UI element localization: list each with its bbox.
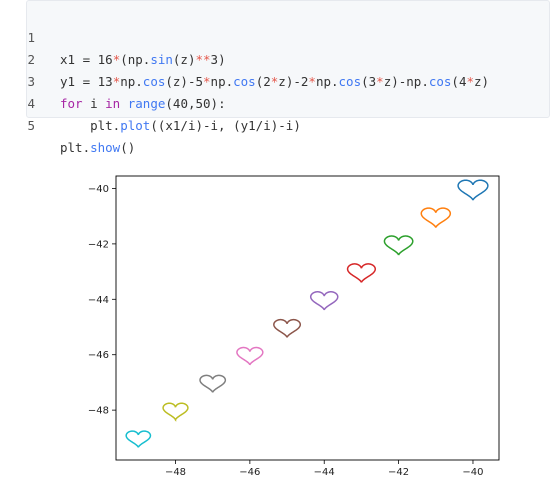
code-line: 4 plt.plot((x1/i)-i, (y1/i)-i): [27, 71, 549, 133]
line-number: 5: [27, 118, 35, 133]
code-line: 1 x1 = 16*(np.sin(z)**3): [27, 5, 549, 67]
code-block: 1 x1 = 16*(np.sin(z)**3) 2 y1 = 13*np.co…: [26, 0, 550, 155]
x-tick-label: −46: [239, 467, 260, 478]
heart-series-44: [309, 291, 339, 311]
line-number: 4: [27, 96, 35, 111]
y-tick-label: −42: [88, 239, 109, 250]
code-text: plt.show(): [60, 140, 136, 155]
x-tick-label: −40: [462, 467, 483, 478]
code-text: x1 = 16*(np.sin(z)**3): [60, 52, 226, 67]
y-tick-label: −44: [88, 295, 109, 306]
heart-series-43: [346, 263, 377, 283]
code-text: for i in range(40,50):: [60, 96, 226, 111]
heart-series-46: [236, 346, 264, 366]
line-number: 1: [27, 30, 35, 45]
heart-series-41: [420, 207, 452, 228]
code-text: plt.plot((x1/i)-i, (y1/i)-i): [60, 118, 301, 133]
code-text: y1 = 13*np.cos(z)-5*np.cos(2*z)-2*np.cos…: [60, 74, 490, 89]
heart-series-47: [199, 374, 227, 393]
line-number: 2: [27, 52, 35, 67]
y-tick-label: −48: [88, 406, 109, 417]
line-number: 3: [27, 74, 35, 89]
y-tick-label: −40: [88, 184, 109, 195]
heart-series-40: [457, 179, 489, 201]
x-tick-label: −48: [165, 467, 186, 478]
code-line: 3 for i in range(40,50):: [27, 49, 549, 111]
heart-series-42: [383, 235, 414, 256]
code-line: 5 plt.show(): [27, 93, 549, 155]
code-line: 2 y1 = 13*np.cos(z)-5*np.cos(2*z)-2*np.c…: [27, 27, 549, 89]
plot-axes-frame: [115, 175, 500, 461]
heart-series-48: [162, 402, 189, 422]
heart-series-45: [273, 318, 302, 338]
x-tick-label: −42: [388, 467, 409, 478]
x-tick-label: −44: [314, 467, 335, 478]
heart-series-49: [125, 430, 152, 448]
y-tick-label: −46: [88, 350, 109, 361]
